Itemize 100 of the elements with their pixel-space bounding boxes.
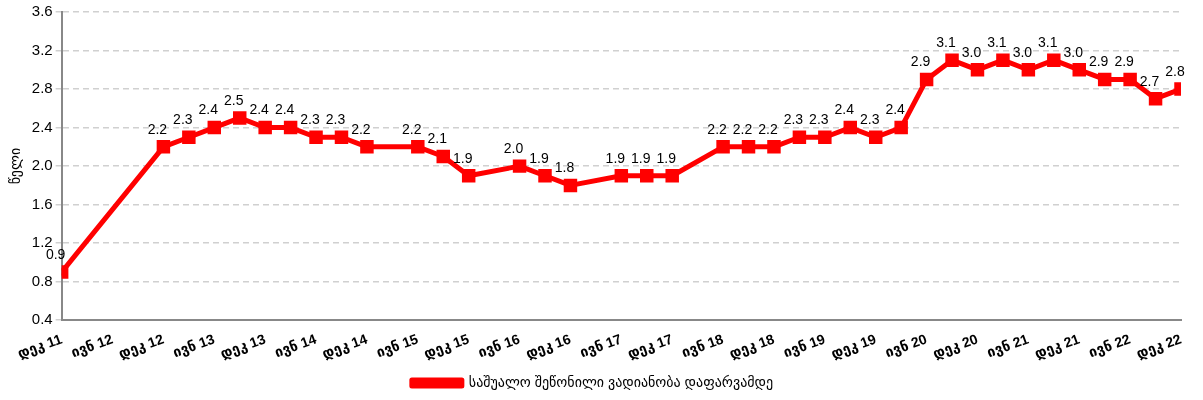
x-tick-label: დეკ 14 <box>319 330 370 362</box>
data-label: 2.2 <box>758 120 778 137</box>
x-tick-label: დეკ 22 <box>1133 330 1184 362</box>
point <box>563 178 578 193</box>
x-tick-label: ივნ 22 <box>1086 330 1133 361</box>
x-tick-label: ივნ 21 <box>984 330 1031 361</box>
point <box>919 72 934 87</box>
x-tick-label: დეკ 21 <box>1032 330 1082 362</box>
y-tick-label: 0.8 <box>31 271 53 289</box>
point <box>640 169 654 183</box>
point <box>207 120 222 135</box>
point <box>1123 72 1137 87</box>
data-label: 2.4 <box>885 101 906 118</box>
point <box>411 140 425 154</box>
x-tick-label: ივნ 16 <box>475 330 523 361</box>
data-label: 2.4 <box>274 101 295 118</box>
point <box>461 169 476 183</box>
x-tick-label: დეკ 15 <box>421 330 472 362</box>
y-tick-label: 0.4 <box>31 310 53 328</box>
data-label: 2.2 <box>402 120 422 137</box>
data-label: 2.2 <box>732 120 753 137</box>
point <box>360 140 374 154</box>
point <box>665 169 679 183</box>
data-label: 2.2 <box>707 120 728 137</box>
x-tick-label: ივნ 15 <box>374 330 421 361</box>
point <box>258 120 272 135</box>
x-tick-label: დეკ 16 <box>523 330 573 362</box>
data-label: 3.1 <box>987 34 1007 51</box>
point <box>996 53 1010 67</box>
x-tick-label: დეკ 13 <box>218 330 268 362</box>
data-label: 2.2 <box>351 120 371 137</box>
data-label: 2.0 <box>503 139 524 156</box>
data-label: 2.8 <box>1165 62 1185 79</box>
x-tick-label: დეკ 12 <box>116 330 166 362</box>
data-label: 3.0 <box>961 43 982 60</box>
data-label: 2.9 <box>1088 53 1109 70</box>
data-label: 1.9 <box>656 149 677 166</box>
point <box>1021 63 1036 77</box>
point <box>538 169 552 183</box>
x-tick-label: ივნ 20 <box>882 330 930 361</box>
data-label: 2.3 <box>809 111 829 128</box>
point <box>868 130 883 144</box>
data-label: 2.3 <box>173 111 193 128</box>
x-tick-label: დეკ 17 <box>625 330 675 362</box>
data-label: 1.9 <box>605 149 626 166</box>
y-tick-label: 3.6 <box>31 2 53 20</box>
point <box>232 111 247 125</box>
x-tick-label: ივნ 13 <box>170 330 217 361</box>
point <box>334 130 349 144</box>
x-tick-label: დეკ 19 <box>828 330 879 362</box>
point <box>1047 53 1061 67</box>
point <box>614 169 629 183</box>
data-label: 3.0 <box>1012 43 1033 60</box>
y-tick-label: 2.8 <box>31 79 53 97</box>
x-tick-label: დეკ 18 <box>726 330 777 362</box>
point <box>818 130 832 144</box>
x-tick-label: დეკ 20 <box>930 330 981 362</box>
x-tick-label: ივნ 19 <box>781 330 828 361</box>
point <box>182 130 196 144</box>
y-tick-label: 3.2 <box>31 40 53 58</box>
point <box>767 140 781 154</box>
data-label: 2.2 <box>147 120 168 137</box>
y-tick-label: 1.6 <box>31 194 53 212</box>
data-label: 1.9 <box>529 149 549 166</box>
data-label: 2.9 <box>910 53 931 70</box>
point <box>716 140 730 154</box>
data-label: 2.3 <box>783 111 804 128</box>
point <box>945 53 959 67</box>
y-tick-label: 2.4 <box>31 117 53 135</box>
data-label: 2.3 <box>859 111 880 128</box>
point <box>741 140 756 154</box>
point <box>843 120 858 135</box>
x-tick-label: ივნ 14 <box>272 330 319 361</box>
data-label: 3.0 <box>1063 43 1084 60</box>
data-label: 1.9 <box>631 149 651 166</box>
point <box>436 149 450 164</box>
point <box>894 120 908 135</box>
data-label: 3.1 <box>1038 34 1058 51</box>
x-tick-label: დეკ 11 <box>15 330 65 362</box>
data-label: 2.3 <box>325 111 346 128</box>
point <box>309 130 323 144</box>
data-label: 2.5 <box>224 91 244 108</box>
data-label: 2.3 <box>300 111 320 128</box>
data-label: 2.4 <box>834 101 855 118</box>
data-label: 3.1 <box>936 34 956 51</box>
point <box>283 120 298 135</box>
point <box>1072 63 1086 77</box>
x-tick-label: ივნ 18 <box>679 330 726 361</box>
data-label: 1.8 <box>554 159 575 176</box>
point <box>792 130 807 144</box>
point <box>1148 91 1163 106</box>
point <box>512 159 527 173</box>
data-label: 1.9 <box>452 149 473 166</box>
legend-label: საშუალო შეწონილი ვადიანობა დაფარვამდე <box>468 373 774 390</box>
point <box>970 63 985 77</box>
data-label: 2.1 <box>427 130 448 147</box>
y-tick-label: 2.0 <box>31 156 53 174</box>
point <box>1097 72 1112 87</box>
data-label: 2.4 <box>249 101 270 118</box>
data-label: 2.9 <box>1114 53 1135 70</box>
